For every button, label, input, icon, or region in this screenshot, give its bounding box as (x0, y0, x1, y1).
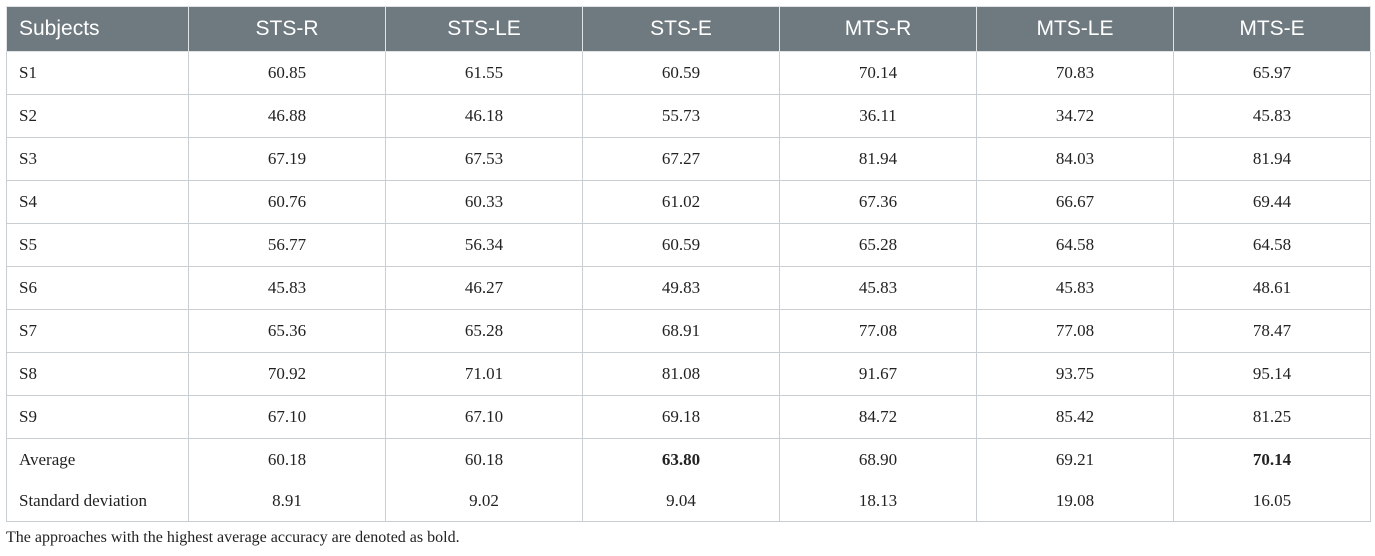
header-sts-e: STS-E (582, 6, 780, 52)
table-cell: 60.85 (188, 51, 386, 95)
table-cell: 19.08 (976, 480, 1174, 522)
table-cell: 45.83 (188, 266, 386, 310)
table-cell: 70.92 (188, 352, 386, 396)
results-table-container: Subjects STS-R STS-LE STS-E MTS-R MTS-LE… (6, 6, 1371, 522)
table-cell: 65.28 (385, 309, 583, 353)
table-cell: 56.77 (188, 223, 386, 267)
table-cell: 71.01 (385, 352, 583, 396)
table-cell: 60.18 (188, 438, 386, 480)
table-cell: 81.94 (779, 137, 977, 181)
table-cell: 34.72 (976, 94, 1174, 138)
table-cell: 91.67 (779, 352, 977, 396)
table-cell: 67.19 (188, 137, 386, 181)
table-row: S1 60.85 61.55 60.59 70.14 70.83 65.97 (6, 51, 1371, 95)
table-cell: 18.13 (779, 480, 977, 522)
table-cell: 60.59 (582, 51, 780, 95)
table-cell: 61.02 (582, 180, 780, 224)
header-sts-le: STS-LE (385, 6, 583, 52)
table-cell: 69.44 (1173, 180, 1371, 224)
table-row: S2 46.88 46.18 55.73 36.11 34.72 45.83 (6, 94, 1371, 138)
header-mts-le: MTS-LE (976, 6, 1174, 52)
std-dev-row: Standard deviation 8.91 9.02 9.04 18.13 … (6, 480, 1371, 522)
table-row: S8 70.92 71.01 81.08 91.67 93.75 95.14 (6, 352, 1371, 396)
table-cell: 60.76 (188, 180, 386, 224)
table-cell: 36.11 (779, 94, 977, 138)
table-row: S5 56.77 56.34 60.59 65.28 64.58 64.58 (6, 223, 1371, 267)
table-cell: 67.27 (582, 137, 780, 181)
table-cell: 46.88 (188, 94, 386, 138)
table-row: S9 67.10 67.10 69.18 84.72 85.42 81.25 (6, 395, 1371, 439)
table-cell: 55.73 (582, 94, 780, 138)
average-row: Average 60.18 60.18 63.80 68.90 69.21 70… (6, 438, 1371, 480)
table-cell: 64.58 (976, 223, 1174, 267)
table-cell: 9.04 (582, 480, 780, 522)
table-cell: 85.42 (976, 395, 1174, 439)
row-label: S1 (6, 51, 189, 95)
table-cell: 9.02 (385, 480, 583, 522)
header-row: Subjects STS-R STS-LE STS-E MTS-R MTS-LE… (6, 6, 1371, 52)
best-sts-average-cell: 63.80 (582, 438, 780, 480)
row-label: S4 (6, 180, 189, 224)
table-cell: 81.94 (1173, 137, 1371, 181)
table-cell: 67.36 (779, 180, 977, 224)
table-row: S6 45.83 46.27 49.83 45.83 45.83 48.61 (6, 266, 1371, 310)
row-label: S2 (6, 94, 189, 138)
table-cell: 65.28 (779, 223, 977, 267)
table-cell: 68.90 (779, 438, 977, 480)
row-label: S3 (6, 137, 189, 181)
table-cell: 56.34 (385, 223, 583, 267)
table-row: S4 60.76 60.33 61.02 67.36 66.67 69.44 (6, 180, 1371, 224)
table-cell: 45.83 (1173, 94, 1371, 138)
table-cell: 46.27 (385, 266, 583, 310)
table-cell: 68.91 (582, 309, 780, 353)
table-cell: 84.03 (976, 137, 1174, 181)
results-table: Subjects STS-R STS-LE STS-E MTS-R MTS-LE… (6, 6, 1371, 522)
row-label: S7 (6, 309, 189, 353)
table-cell: 45.83 (779, 266, 977, 310)
table-cell: 66.67 (976, 180, 1174, 224)
best-mts-average-cell: 70.14 (1173, 438, 1371, 480)
table-cell: 16.05 (1173, 480, 1371, 522)
table-cell: 61.55 (385, 51, 583, 95)
table-cell: 65.97 (1173, 51, 1371, 95)
table-cell: 46.18 (385, 94, 583, 138)
row-label: S8 (6, 352, 189, 396)
table-cell: 78.47 (1173, 309, 1371, 353)
row-label: S6 (6, 266, 189, 310)
table-cell: 84.72 (779, 395, 977, 439)
table-cell: 8.91 (188, 480, 386, 522)
table-cell: 60.33 (385, 180, 583, 224)
header-subjects: Subjects (6, 6, 189, 52)
table-cell: 48.61 (1173, 266, 1371, 310)
table-footnote: The approaches with the highest average … (6, 529, 460, 546)
table-cell: 95.14 (1173, 352, 1371, 396)
table-cell: 77.08 (779, 309, 977, 353)
table-cell: 45.83 (976, 266, 1174, 310)
table-cell: 81.25 (1173, 395, 1371, 439)
header-mts-r: MTS-R (779, 6, 977, 52)
header-sts-r: STS-R (188, 6, 386, 52)
table-cell: 64.58 (1173, 223, 1371, 267)
table-cell: 49.83 (582, 266, 780, 310)
table-cell: 93.75 (976, 352, 1174, 396)
row-label: S9 (6, 395, 189, 439)
table-cell: 70.83 (976, 51, 1174, 95)
row-label-std-dev: Standard deviation (6, 480, 189, 522)
table-cell: 77.08 (976, 309, 1174, 353)
row-label-average: Average (6, 438, 189, 480)
table-cell: 70.14 (779, 51, 977, 95)
table-row: S7 65.36 65.28 68.91 77.08 77.08 78.47 (6, 309, 1371, 353)
table-cell: 69.18 (582, 395, 780, 439)
row-label: S5 (6, 223, 189, 267)
table-cell: 60.18 (385, 438, 583, 480)
table-cell: 67.10 (385, 395, 583, 439)
header-mts-e: MTS-E (1173, 6, 1371, 52)
table-row: S3 67.19 67.53 67.27 81.94 84.03 81.94 (6, 137, 1371, 181)
table-cell: 67.10 (188, 395, 386, 439)
table-cell: 60.59 (582, 223, 780, 267)
table-cell: 69.21 (976, 438, 1174, 480)
table-cell: 81.08 (582, 352, 780, 396)
table-cell: 65.36 (188, 309, 386, 353)
table-cell: 67.53 (385, 137, 583, 181)
